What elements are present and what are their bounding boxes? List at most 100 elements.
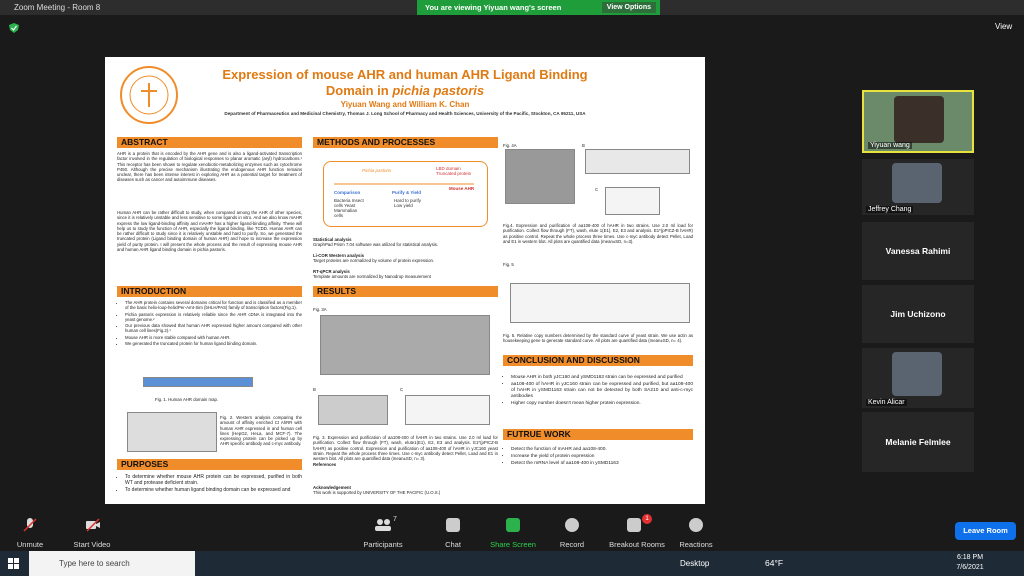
mic-icon[interactable]	[22, 517, 38, 533]
unmute-button[interactable]: Unmute	[16, 540, 44, 549]
method-body: GraphPad Prism 7.04 software was utilize…	[313, 242, 439, 248]
participant-photo	[892, 352, 942, 396]
weather[interactable]: 64°F	[765, 558, 784, 568]
record-icon[interactable]	[565, 518, 579, 532]
participant-name: Vanessa Rahimi	[885, 246, 951, 256]
authors: Yiyuan Wang and William K. Chan	[340, 100, 470, 109]
method-body: Target proteins are normalized by volume…	[313, 258, 435, 264]
participant-name: Jim Uchizono	[890, 309, 946, 319]
section-heading: CONCLUSION AND DISCUSSION	[503, 355, 693, 366]
method-diagram: Pichia pastoris LBD domain Truncated pro…	[323, 161, 488, 227]
section-heading: PURPOSES	[117, 459, 302, 470]
figure-caption: Fig. 1. Human AHR domain map.	[155, 397, 219, 402]
title-line: Expression of mouse AHR and human AHR Li…	[222, 67, 588, 82]
abstract-text: AHR is a protein that is encoded by the …	[117, 151, 302, 183]
bullet-item: To determine whether human ligand bindin…	[125, 487, 302, 493]
chat-button[interactable]: Chat	[445, 540, 461, 549]
method-text: Statistical analysis GraphPad Prism 7.04 …	[313, 237, 498, 279]
ack-text: This work is supported by UNIVERSITY OF …	[313, 490, 441, 495]
diagram-label: Purify & Yield	[392, 190, 422, 195]
start-button[interactable]	[8, 558, 19, 569]
figure-caption: Fig. 2. Western analysis comparing the a…	[220, 415, 302, 447]
figure-caption: Fig.4. Expression and purification of aa…	[503, 223, 693, 244]
desktop-toolbar[interactable]: Desktop	[680, 559, 710, 568]
video-icon[interactable]	[85, 517, 101, 533]
time: 6:18 PM	[956, 554, 984, 561]
share-icon[interactable]	[506, 518, 520, 532]
bar-plot	[405, 395, 490, 425]
university-seal	[120, 66, 178, 124]
western-blot	[127, 412, 217, 452]
chat-icon[interactable]	[446, 518, 460, 532]
reactions-icon[interactable]	[689, 518, 703, 532]
participant-tile: Jeffrey Chang	[862, 159, 974, 215]
participant-photo	[892, 163, 942, 203]
bullet-item: Mouse AHR in both yJC160 and ySMD1163 st…	[511, 375, 693, 381]
affiliation: Department of Pharmaceutics and Medicina…	[224, 111, 586, 116]
reactions-button[interactable]: Reactions	[679, 540, 713, 549]
participants-count: 7	[393, 516, 397, 523]
view-options[interactable]: View Options	[601, 2, 656, 13]
taskbar: Type here to search Desktop 64°F 6:18 PM…	[0, 551, 1024, 576]
participant-tile: Vanessa Rahimi	[862, 222, 974, 280]
method-heading: RT-qPCR analysis	[313, 268, 350, 274]
figure-label: Fig. 4A	[503, 143, 517, 148]
participant-name: Jeffrey Chang	[866, 206, 914, 213]
references-heading: References	[313, 462, 337, 467]
bullet-item: Our previous data showed that human AHR …	[125, 323, 302, 334]
line-plots	[510, 283, 690, 323]
western-blot	[318, 395, 388, 425]
participants-icon[interactable]	[374, 518, 392, 532]
section-heading: FUTRUE WORK	[503, 429, 693, 440]
share-screen-button[interactable]: Share Screen	[490, 540, 536, 549]
title-line: Domain in	[325, 83, 393, 98]
method-heading: Statistical analysis	[313, 237, 352, 242]
domain-map	[143, 377, 253, 387]
figure-caption: Fig. 3. Expression and purification of a…	[313, 435, 498, 462]
bullet-list: To determine whether mouse AHR protein c…	[117, 474, 302, 494]
date: 7/6/2021	[956, 564, 984, 571]
leave-room-button[interactable]: Leave Room	[955, 522, 1016, 540]
breakout-rooms-button[interactable]: Breakout Rooms	[609, 540, 665, 549]
figure-label: Fig. 5	[503, 262, 514, 267]
view-button[interactable]: View	[995, 22, 1013, 31]
bullet-item: The AHR protein contains several domains…	[125, 300, 302, 311]
participants-button[interactable]: Participants	[363, 540, 403, 549]
figure-label: Fig. 3A	[313, 307, 327, 312]
bullet-item: Mouse AHR is more stable compared with h…	[125, 335, 302, 340]
participant-tile: Yiyuan wang	[862, 90, 974, 153]
diagram-label: Comparison	[334, 190, 361, 195]
bullet-list: Detect the function of mAHR and aa108-40…	[503, 447, 693, 468]
figure-caption: Fig. 5. Relative copy numbers determined…	[503, 333, 693, 344]
participant-name: Melanie Felmlee	[885, 437, 951, 447]
start-video-button[interactable]: Start Video	[73, 540, 111, 549]
bullet-item: To determine whether mouse AHR protein c…	[125, 474, 302, 486]
figure-label: B	[582, 143, 585, 148]
ack-heading: Acknowledgement	[313, 485, 351, 490]
bullet-list: Mouse AHR in both yJC160 and ySMD1163 st…	[503, 375, 693, 408]
title-italic: pichia pastoris	[392, 83, 485, 98]
gel-image	[505, 149, 575, 204]
gel-image	[320, 315, 490, 375]
method-body: Template amounts are normalized by Nanod…	[313, 274, 431, 280]
figure-label: C	[595, 187, 599, 192]
bullet-item: Increase the yield of protein expression	[511, 454, 693, 460]
poster: Expression of mouse AHR and human AHR Li…	[105, 57, 705, 504]
figure-label: C	[400, 387, 404, 392]
record-button[interactable]: Record	[559, 540, 585, 549]
security-shield[interactable]	[8, 22, 20, 34]
breakout-icon[interactable]	[627, 518, 641, 532]
section-heading: INTRODUCTION	[117, 286, 302, 297]
participant-tile: Melanie Felmlee	[862, 412, 974, 472]
banner-text: You are viewing Yiyuan wang's screen	[425, 3, 562, 12]
participant-photo	[894, 96, 944, 143]
participant-tile: Kevin Alicar	[862, 348, 974, 408]
window-title: Zoom Meeting - Room 8	[14, 3, 101, 12]
clock[interactable]: 6:18 PM 7/6/2021	[950, 553, 990, 573]
figure-label: B	[313, 387, 316, 392]
diagram-label: Hard to purify Low yield	[394, 198, 422, 208]
bullet-item: Higher copy number doesn't mean higher p…	[511, 401, 693, 407]
diagram-label: Bacteria Insect cells Yeast Mammalian ce…	[334, 198, 364, 218]
section-heading: ABSTRACT	[117, 137, 302, 148]
search-box[interactable]: Type here to search	[29, 551, 195, 576]
